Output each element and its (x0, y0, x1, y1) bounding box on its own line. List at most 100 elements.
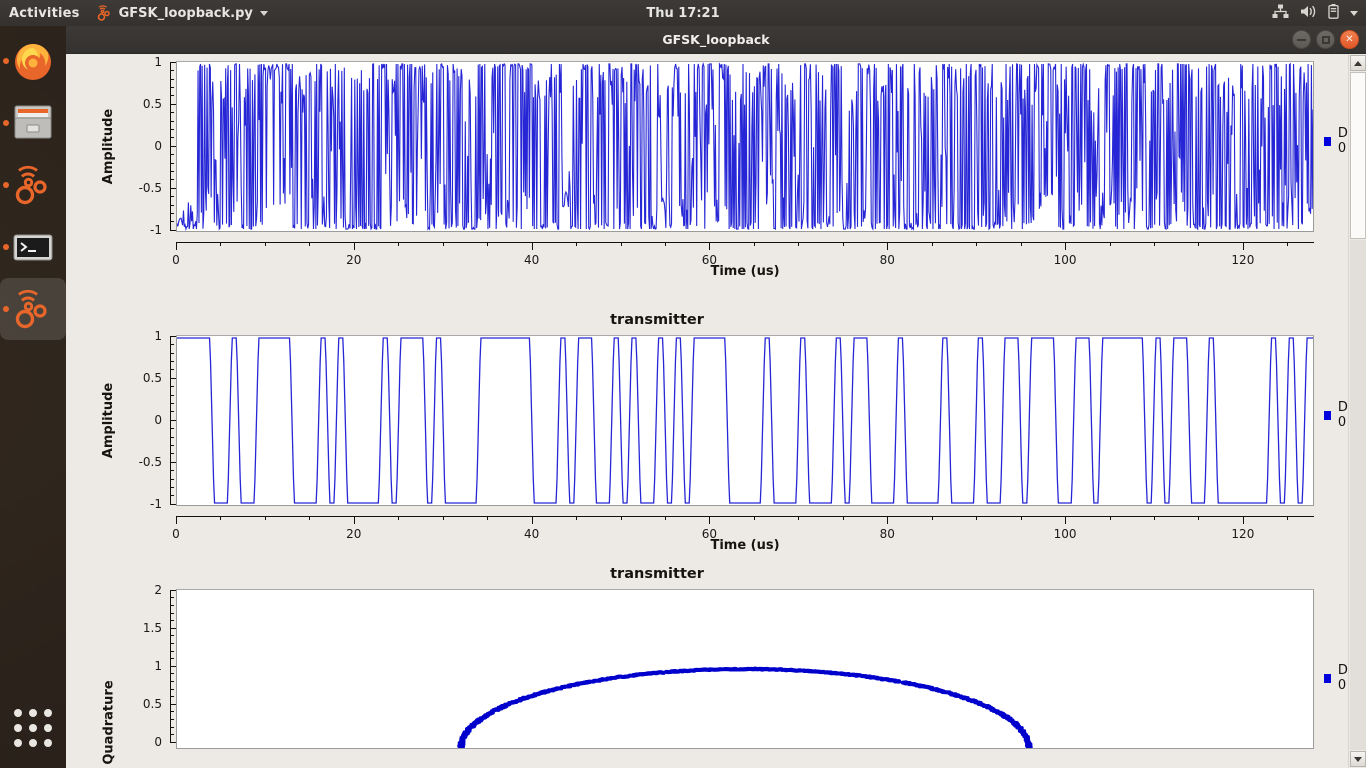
dock-item-terminal[interactable] (0, 216, 66, 278)
xtick-mark (1065, 242, 1067, 250)
dock-item-gnuradio-companion[interactable] (0, 154, 66, 216)
xtick-minor (1020, 242, 1022, 246)
activities-button[interactable]: Activities (9, 5, 80, 21)
system-status-area[interactable] (1272, 3, 1358, 23)
xtick-label: 80 (879, 253, 895, 267)
xtick-minor (398, 242, 400, 246)
plot1-xlabel: Time (us) (710, 264, 780, 279)
xtick-minor (842, 242, 844, 246)
ytick: 1 (154, 329, 162, 343)
legend-swatch (1324, 136, 1331, 146)
xtick-label: 0 (172, 253, 180, 267)
ytick: 0 (154, 413, 162, 427)
xtick-mark (709, 516, 711, 524)
plot2-xlabel: Time (us) (710, 538, 780, 553)
ytick: -0.5 (138, 455, 162, 469)
xtick-label: 40 (523, 527, 540, 541)
xtick-minor (798, 242, 800, 246)
topbar-app-menu[interactable]: GFSK_loopback.py (90, 5, 274, 21)
ytick: 0.5 (142, 97, 162, 111)
xtick-minor (842, 516, 844, 520)
gnome-top-bar: Activities GFSK_loopback.py Thu 17:21 (0, 0, 1366, 26)
plot3-title: transmitter (610, 566, 704, 582)
xtick-minor (1153, 516, 1155, 520)
close-button[interactable]: ✕ (1340, 30, 1359, 49)
scroll-up-button[interactable] (1350, 55, 1366, 71)
chevron-down-icon[interactable] (1350, 10, 1358, 16)
plot-transmitter-time: transmitter Amplitude 1 0.5 0 -0.5 -1 (66, 308, 1366, 562)
plots-scroll-area: Amplitude 1 0.5 0 -0.5 -1 (66, 54, 1366, 768)
xtick-minor (664, 516, 666, 520)
dock-item-files[interactable] (0, 92, 66, 154)
xtick-minor (1109, 516, 1111, 520)
xtick-label: 80 (879, 527, 895, 541)
xtick-mark (353, 242, 355, 250)
plot1-ylabel: Amplitude (101, 108, 117, 184)
xtick-label: 120 (1231, 253, 1255, 267)
terminal-icon (10, 224, 56, 270)
xtick-minor (1198, 242, 1200, 246)
xtick-minor (1020, 516, 1022, 520)
ytick: 1.5 (142, 621, 162, 635)
vertical-scrollbar[interactable] (1348, 54, 1366, 768)
ytick: -0.5 (138, 181, 162, 195)
plot3-yticks: 2 1.5 1 0.5 0 (122, 583, 168, 749)
ytick: 2 (154, 583, 162, 597)
xtick-mark (887, 516, 889, 524)
plot3-canvas[interactable] (176, 589, 1314, 749)
scrollbar-track[interactable] (1350, 240, 1366, 750)
files-icon (10, 100, 56, 146)
window-titlebar[interactable]: GFSK_loopback ✕ (66, 26, 1366, 54)
xtick-minor (442, 242, 444, 246)
plot1-canvas[interactable] (176, 61, 1314, 232)
xtick-minor (798, 516, 800, 520)
ytick: 0 (154, 139, 162, 153)
dock (0, 26, 66, 768)
xtick-label: 20 (346, 253, 362, 267)
dock-item-gnuradio-app[interactable] (0, 278, 66, 340)
xtick-minor (1287, 242, 1289, 246)
xtick-mark (176, 516, 177, 524)
plot-constellation: transmitter Quadrature 2 1.5 1 0.5 0 (66, 562, 1366, 768)
application-window: GFSK_loopback ✕ Amplitude 1 0.5 0 -0.5 -… (66, 26, 1366, 768)
xtick-minor (264, 242, 266, 246)
minimize-button[interactable] (1292, 30, 1311, 49)
xtick-minor (220, 516, 222, 520)
xtick-label: 20 (346, 527, 362, 541)
xtick-minor (976, 242, 978, 246)
chevron-down-icon (259, 10, 268, 16)
xtick-minor (976, 516, 978, 520)
plot-receiver-time: Amplitude 1 0.5 0 -0.5 -1 (66, 54, 1366, 308)
xtick-minor (1109, 242, 1111, 246)
window-title: GFSK_loopback (662, 32, 770, 47)
scroll-down-button[interactable] (1350, 751, 1366, 767)
ytick: -1 (150, 223, 162, 237)
xtick-minor (398, 516, 400, 520)
dock-item-firefox[interactable] (0, 30, 66, 92)
battery-icon (1328, 3, 1339, 23)
xtick-mark (531, 516, 533, 524)
xtick-minor (620, 242, 622, 246)
ytick: 0.5 (142, 371, 162, 385)
plot2-ylabel: Amplitude (101, 382, 117, 458)
xtick-minor (753, 516, 755, 520)
app-grid-icon (14, 709, 52, 747)
show-applications-button[interactable] (0, 700, 66, 756)
ytick: 1 (154, 659, 162, 673)
xtick-label: 60 (701, 527, 718, 541)
plot2-canvas[interactable] (176, 335, 1314, 506)
xtick-minor (1198, 516, 1200, 520)
xtick-minor (487, 516, 489, 520)
maximize-button[interactable] (1316, 30, 1335, 49)
scroll-down-icon (1354, 756, 1362, 762)
xtick-mark (887, 242, 889, 250)
xtick-minor (309, 242, 311, 246)
plot2-xaxis (176, 516, 1314, 517)
plots-container: Amplitude 1 0.5 0 -0.5 -1 (66, 54, 1366, 768)
scrollbar-thumb[interactable] (1350, 72, 1366, 239)
xtick-label: 100 (1053, 527, 1077, 541)
plot1-xaxis (176, 242, 1314, 243)
firefox-icon (10, 38, 56, 84)
gnuradio-icon (96, 5, 112, 21)
xtick-label: 60 (701, 253, 718, 267)
